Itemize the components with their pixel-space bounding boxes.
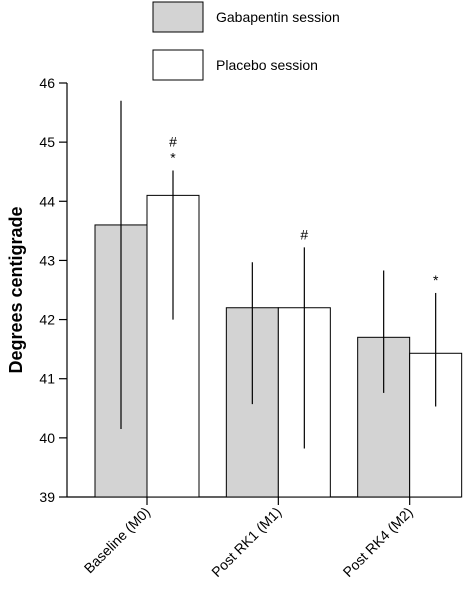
significance-marker: * [170,150,176,166]
x-tick-label: Post RK4 (M2) [340,504,416,580]
y-tick-label: 43 [39,252,55,268]
legend-label: Placebo session [216,57,318,73]
y-axis: 39 40 41 42 43 44 45 46 [39,75,68,505]
y-tick-label: 46 [39,75,55,91]
bars [94,194,463,498]
legend-swatch [152,1,204,33]
y-axis-title: Degrees centigrade [6,206,26,373]
significance-marker: * [433,272,439,288]
x-tick-label: Baseline (M0) [81,504,153,576]
bar [409,352,463,498]
y-tick-label: 42 [39,312,55,328]
annotations: *##* [169,134,439,288]
x-axis: Baseline (M0) Post RK1 (M1) Post RK4 (M2) [67,496,461,580]
legend: Gabapentin session Placebo session [152,1,340,81]
error-bars [120,100,437,449]
y-tick-label: 39 [39,489,55,505]
legend-label: Gabapentin session [216,9,340,25]
significance-marker: # [300,226,308,242]
x-tick-label: Post RK1 (M1) [208,504,284,580]
y-tick-label: 41 [39,371,55,387]
legend-swatch [152,49,204,81]
y-tick-label: 44 [39,193,55,209]
y-tick-label: 40 [39,430,55,446]
significance-marker: # [169,134,177,150]
y-tick-label: 45 [39,134,55,150]
